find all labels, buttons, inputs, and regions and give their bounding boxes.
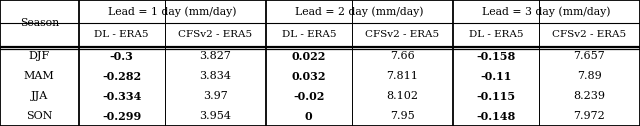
Text: DL - ERA5: DL - ERA5 xyxy=(282,30,336,39)
Text: Lead = 3 day (mm/day): Lead = 3 day (mm/day) xyxy=(482,6,611,17)
Text: 3.827: 3.827 xyxy=(199,51,231,61)
Text: -0.334: -0.334 xyxy=(102,91,141,102)
Text: CFSv2 - ERA5: CFSv2 - ERA5 xyxy=(365,30,440,39)
Text: -0.3: -0.3 xyxy=(109,51,134,62)
Text: 3.834: 3.834 xyxy=(199,71,231,81)
Text: 8.102: 8.102 xyxy=(387,91,419,101)
Text: -0.11: -0.11 xyxy=(480,71,511,82)
Text: DL - ERA5: DL - ERA5 xyxy=(94,30,149,39)
Text: -0.158: -0.158 xyxy=(476,51,516,62)
Text: CFSv2 - ERA5: CFSv2 - ERA5 xyxy=(178,30,252,39)
Text: 7.657: 7.657 xyxy=(573,51,605,61)
Text: 3.954: 3.954 xyxy=(199,111,231,121)
Text: MAM: MAM xyxy=(24,71,54,81)
Text: Season: Season xyxy=(20,18,59,28)
Text: Lead = 2 day (mm/day): Lead = 2 day (mm/day) xyxy=(295,6,424,17)
Text: 3.97: 3.97 xyxy=(203,91,228,101)
Text: 8.239: 8.239 xyxy=(573,91,605,101)
Text: CFSv2 - ERA5: CFSv2 - ERA5 xyxy=(552,30,627,39)
Text: DL - ERA5: DL - ERA5 xyxy=(468,30,523,39)
Text: 7.95: 7.95 xyxy=(390,111,415,121)
Text: 7.66: 7.66 xyxy=(390,51,415,61)
Text: 7.972: 7.972 xyxy=(573,111,605,121)
Text: SON: SON xyxy=(26,111,52,121)
Text: 0.022: 0.022 xyxy=(292,51,326,62)
Text: -0.148: -0.148 xyxy=(476,111,516,122)
Text: -0.299: -0.299 xyxy=(102,111,141,122)
Text: Lead = 1 day (mm/day): Lead = 1 day (mm/day) xyxy=(108,6,236,17)
Text: -0.02: -0.02 xyxy=(293,91,324,102)
Text: -0.115: -0.115 xyxy=(476,91,515,102)
Text: 0: 0 xyxy=(305,111,312,122)
Text: JJA: JJA xyxy=(31,91,48,101)
Text: -0.282: -0.282 xyxy=(102,71,141,82)
Text: 7.89: 7.89 xyxy=(577,71,602,81)
Text: DJF: DJF xyxy=(29,51,50,61)
Text: 0.032: 0.032 xyxy=(292,71,326,82)
Text: 7.811: 7.811 xyxy=(387,71,419,81)
